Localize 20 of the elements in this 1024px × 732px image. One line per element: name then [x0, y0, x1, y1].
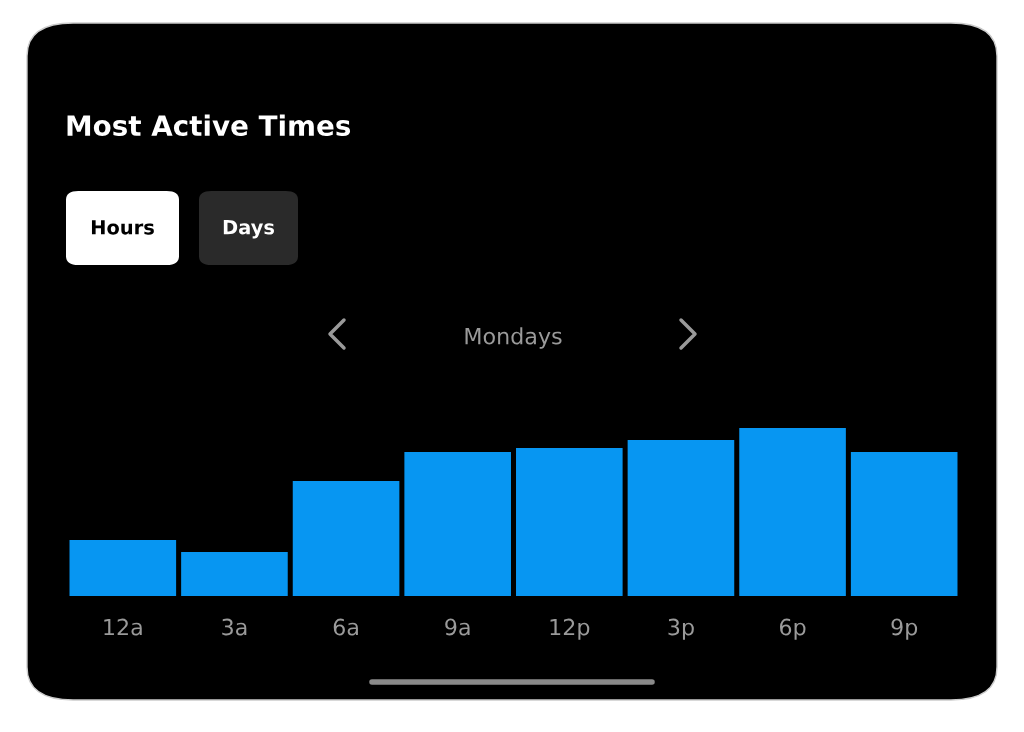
x-tick-label: 12a [104, 618, 142, 636]
text: Days [223, 220, 275, 239]
bar [69, 540, 177, 596]
x-tick-label: 6p [779, 618, 806, 640]
x-tick-label: 6a [333, 618, 358, 636]
bar [516, 447, 623, 596]
x-tick-label: 12p [550, 618, 590, 640]
x-tick-label: 3a [222, 618, 247, 636]
bar [850, 452, 958, 596]
bar [404, 452, 511, 596]
chart-subtitle: Mondays [465, 327, 562, 349]
chart-title: Most Active Times [67, 114, 351, 137]
text: Hours [91, 220, 154, 235]
bar [627, 439, 735, 596]
bar [739, 428, 846, 596]
bar [181, 551, 288, 596]
x-tick-label: 9p [891, 618, 918, 640]
bar [292, 480, 400, 596]
x-tick-label: 3p [668, 618, 694, 640]
x-tick-label: 9a [445, 618, 470, 636]
